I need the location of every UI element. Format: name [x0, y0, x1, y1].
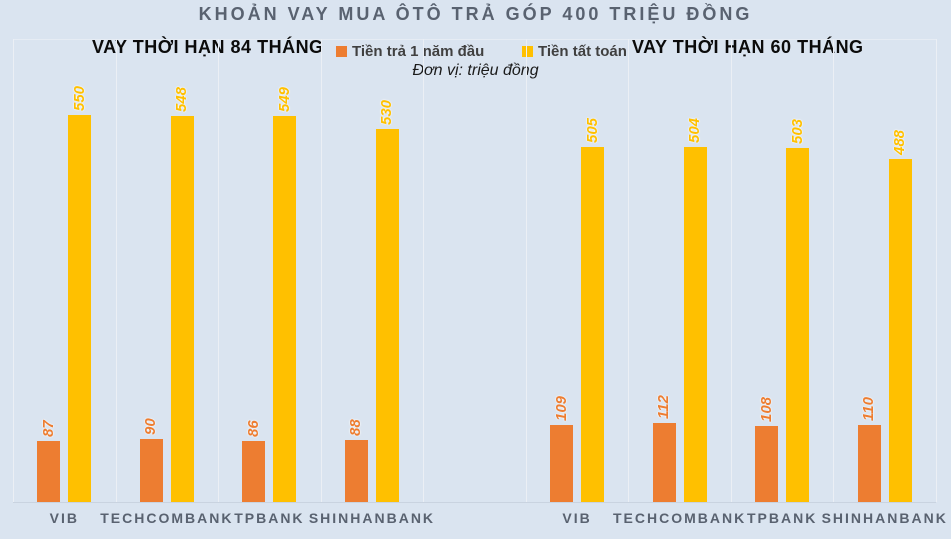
- chart-title: KHOẢN VAY MUA ÔTÔ TRẢ GÓP 400 TRIỆU ĐỒNG: [198, 4, 753, 24]
- category-label: TPBANK: [234, 510, 305, 526]
- legend-swatch-orange-icon: [336, 46, 347, 57]
- bar-settlement-total: [68, 114, 92, 502]
- category-label: VIB: [562, 510, 592, 526]
- gridline: [525, 39, 527, 502]
- gridline: [730, 39, 732, 502]
- gridline: [423, 39, 425, 502]
- gridline: [13, 39, 14, 502]
- bar-first-year-payment: [37, 440, 61, 502]
- x-axis-line: [13, 502, 936, 503]
- bar-value-label: 503: [788, 119, 806, 145]
- bar-first-year-payment: [550, 425, 574, 502]
- bar-value-label: 88: [347, 419, 365, 437]
- bar-value-label: 112: [655, 395, 673, 420]
- gridline: [936, 39, 937, 502]
- category-label: TECHCOMBANK: [613, 510, 747, 526]
- bar-first-year-payment: [652, 423, 676, 502]
- category-label: TPBANK: [746, 510, 818, 526]
- legend-label-first-year: Tiền trả 1 năm đầu: [352, 43, 485, 60]
- legend-swatch-gold-icon: [522, 46, 533, 57]
- bar-value-label: 549: [275, 86, 293, 112]
- unit-label: Đơn vị: triệu đồng: [412, 62, 539, 79]
- category-label: SHINHANBANK: [821, 510, 948, 526]
- legend-item-first-year: Tiền trả 1 năm đầu: [336, 43, 484, 60]
- bar-settlement-total: [273, 115, 297, 502]
- bar-value-label: 108: [757, 396, 775, 422]
- gridline: [628, 39, 630, 502]
- bar-value-label: 87: [39, 420, 57, 437]
- bar-settlement-total: [170, 116, 194, 502]
- legend-label-settlement: Tiền tất toán: [538, 43, 627, 60]
- category-label: TECHCOMBANK: [100, 510, 234, 526]
- category-label: VIB: [49, 510, 79, 526]
- bar-first-year-payment: [857, 424, 881, 502]
- bar-value-label: 548: [173, 87, 191, 113]
- bar-settlement-total: [683, 147, 707, 502]
- gridline: [320, 39, 322, 502]
- plot-top-border: [13, 39, 936, 40]
- bar-value-label: 86: [244, 420, 262, 438]
- bar-settlement-total: [888, 158, 912, 502]
- bar-first-year-payment: [242, 441, 266, 502]
- gridline: [115, 39, 117, 502]
- gridline: [218, 39, 220, 502]
- bar-value-label: 530: [378, 100, 396, 126]
- legend-item-settlement: Tiền tất toán: [522, 43, 627, 60]
- bar-value-label: 90: [142, 417, 160, 435]
- bar-value-label: 505: [583, 117, 601, 143]
- group-header-84-months: VAY THỜI HẠN 84 THÁNG: [92, 37, 324, 57]
- gridline: [833, 39, 835, 502]
- bar-settlement-total: [786, 148, 810, 502]
- bar-value-label: 488: [891, 129, 909, 155]
- bar-value-label: 110: [860, 396, 878, 421]
- bar-first-year-payment: [139, 438, 163, 502]
- category-label: SHINHANBANK: [308, 510, 436, 526]
- bar-settlement-total: [581, 146, 605, 502]
- bar-value-label: 504: [686, 118, 704, 144]
- bar-value-label: 109: [552, 396, 570, 422]
- bar-value-label: 550: [70, 85, 88, 111]
- bar-settlement-total: [375, 129, 399, 502]
- bar-first-year-payment: [344, 440, 368, 502]
- bar-first-year-payment: [755, 426, 779, 502]
- group-header-60-months: VAY THỜI HẠN 60 THÁNG: [632, 37, 864, 57]
